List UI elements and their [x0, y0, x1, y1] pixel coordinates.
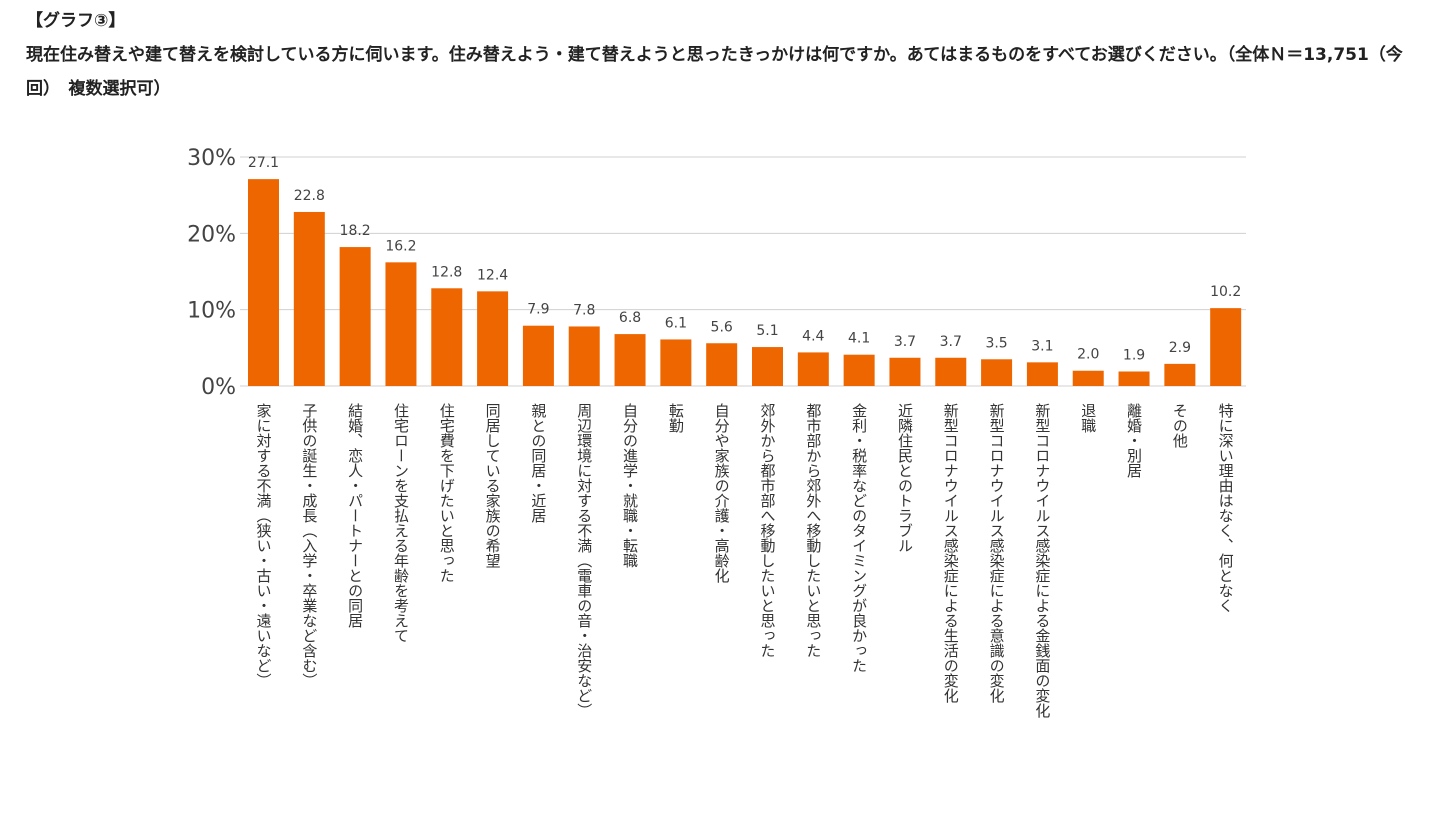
bar	[385, 262, 417, 386]
bar	[614, 334, 646, 386]
value-label: 2.0	[1077, 347, 1099, 363]
category-label: 子供の誕生・成長（入学・卒業など含む）	[300, 403, 318, 688]
chart-header: 【グラフ③】 現在住み替えや建て替えを検討している方に伺います。住み替えよう・建…	[26, 6, 1426, 106]
value-label: 5.1	[756, 323, 778, 339]
category-label: 離婚・別居	[1125, 402, 1143, 478]
figure-label: 【グラフ③】	[26, 11, 126, 31]
value-label: 3.5	[985, 335, 1007, 351]
category-label: 周辺環境に対する不満（電車の音・治安など）	[575, 403, 593, 718]
value-label: 7.8	[573, 302, 595, 318]
value-label: 4.1	[848, 331, 870, 347]
y-tick-label: 30%	[187, 146, 236, 171]
bar	[889, 357, 921, 386]
bar	[1026, 362, 1058, 386]
value-label: 1.9	[1123, 347, 1145, 363]
bar	[522, 325, 554, 386]
bar	[660, 339, 692, 386]
value-label: 6.1	[665, 315, 687, 331]
category-label: その他	[1171, 403, 1189, 449]
bar	[339, 247, 371, 386]
value-label: 3.7	[940, 334, 962, 350]
bar	[248, 179, 279, 386]
value-label: 10.2	[1210, 284, 1241, 300]
category-label: 結婚、恋人・パートナーとの同居	[346, 403, 364, 628]
bar	[843, 354, 875, 386]
category-label: 住宅ローンを支払える年齢を考えて	[392, 403, 410, 643]
category-label: 親との同居・近居	[529, 403, 547, 523]
y-tick-label: 20%	[187, 222, 236, 247]
value-label: 18.2	[340, 223, 371, 239]
value-label: 2.9	[1169, 340, 1191, 356]
category-label: 新型コロナウイルス感染症による生活の変化	[942, 403, 960, 703]
category-label: 郊外から都市部へ移動したいと思った	[759, 403, 777, 658]
value-label: 16.2	[385, 238, 416, 254]
bar	[477, 291, 509, 386]
category-label: 家に対する不満（狭い・古い・遠いなど）	[255, 403, 273, 688]
bar	[568, 326, 600, 386]
value-label: 12.8	[431, 264, 462, 280]
value-label: 5.6	[711, 319, 733, 335]
bar	[935, 357, 967, 386]
bar	[1072, 370, 1104, 386]
bar	[706, 343, 738, 386]
category-label: 同居している家族の希望	[484, 403, 502, 568]
category-label: 近隣住民とのトラブル	[896, 403, 914, 553]
value-label: 27.1	[248, 155, 279, 171]
bar	[293, 211, 325, 386]
bar	[752, 347, 783, 386]
category-label: 新型コロナウイルス感染症による金銭面の変化	[1033, 403, 1051, 718]
value-label: 22.8	[294, 188, 325, 204]
category-label: 都市部から郊外へ移動したいと思った	[804, 403, 822, 658]
category-label: 退職	[1079, 403, 1097, 433]
value-label: 7.9	[527, 302, 549, 318]
category-label: 新型コロナウイルス感染症による意識の変化	[988, 403, 1006, 703]
y-tick-label: 0%	[201, 375, 236, 400]
bar	[1210, 308, 1242, 386]
category-label: 自分の進学・就職・転職	[621, 403, 639, 568]
bar	[981, 359, 1013, 386]
value-label: 4.4	[802, 328, 824, 344]
bar	[1118, 371, 1150, 386]
question-text: 現在住み替えや建て替えを検討している方に伺います。住み替えよう・建て替えようと思…	[26, 45, 1403, 99]
value-label: 6.8	[619, 310, 641, 326]
bar	[1164, 363, 1196, 386]
y-tick-label: 10%	[187, 299, 236, 324]
category-label: 転勤	[667, 403, 685, 434]
value-label: 12.4	[477, 267, 508, 283]
value-label: 3.1	[1031, 338, 1053, 354]
bar	[797, 352, 829, 386]
value-label: 3.7	[894, 334, 916, 350]
category-label: 特に深い理由はなく、何となく	[1217, 403, 1235, 613]
category-label: 自分や家族の介護・高齢化	[713, 403, 731, 583]
bar	[431, 288, 463, 386]
category-label: 金利・税率などのタイミングが良かった	[850, 403, 868, 673]
category-label: 住宅費を下げたいと思った	[438, 403, 456, 583]
